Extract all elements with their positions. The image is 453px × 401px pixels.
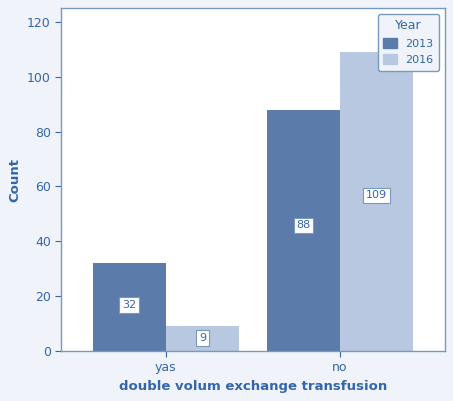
X-axis label: double volum exchange transfusion: double volum exchange transfusion <box>119 380 387 393</box>
Text: 109: 109 <box>366 190 387 200</box>
Bar <box>166 326 239 351</box>
Text: 32: 32 <box>122 300 136 310</box>
Bar <box>92 263 166 351</box>
Bar <box>340 52 413 351</box>
Y-axis label: Count: Count <box>8 158 21 202</box>
Text: 88: 88 <box>296 221 311 230</box>
Legend: 2013, 2016: 2013, 2016 <box>378 14 439 71</box>
Text: 9: 9 <box>199 333 206 343</box>
Bar <box>267 109 340 351</box>
